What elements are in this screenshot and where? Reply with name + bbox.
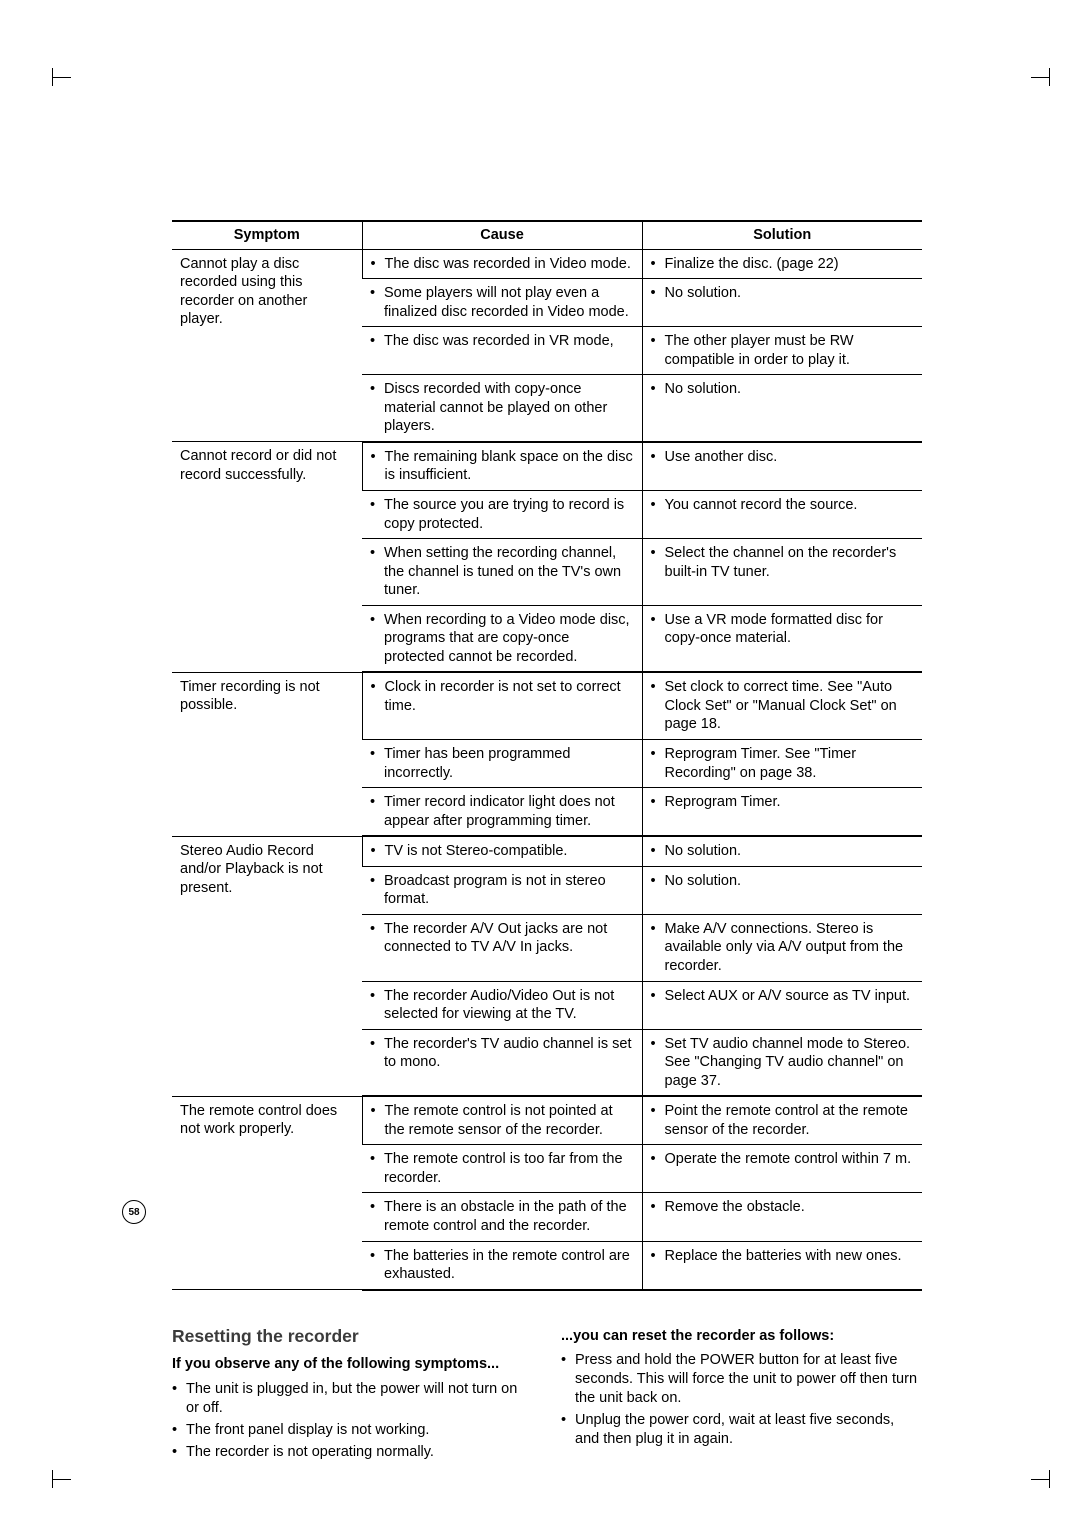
table-header-row: Symptom Cause Solution xyxy=(172,221,922,249)
cause-cell: •The recorder A/V Out jacks are not conn… xyxy=(362,914,642,981)
solution-cell: •Make A/V connections. Stereo is availab… xyxy=(642,914,922,981)
page-number: 58 xyxy=(122,1200,146,1224)
cause-cell: •The batteries in the remote control are… xyxy=(362,1241,642,1290)
cause-cell: •The disc was recorded in Video mode. xyxy=(362,249,642,279)
cause-cell: •Timer record indicator light does not a… xyxy=(362,788,642,837)
solution-cell: •Point the remote control at the remote … xyxy=(642,1096,922,1145)
cause-cell: •Broadcast program is not in stereo form… xyxy=(362,866,642,914)
cause-cell: •The recorder Audio/Video Out is not sel… xyxy=(362,981,642,1029)
list-item: •Press and hold the POWER button for at … xyxy=(561,1351,922,1408)
cause-cell: •The remote control is not pointed at th… xyxy=(362,1096,642,1145)
symptom-cell: Stereo Audio Record and/or Playback is n… xyxy=(172,836,362,1096)
solution-cell: •No solution. xyxy=(642,866,922,914)
solution-cell: •Remove the obstacle. xyxy=(642,1193,922,1241)
solution-cell: •Replace the batteries with new ones. xyxy=(642,1241,922,1290)
cause-cell: •When setting the recording channel, the… xyxy=(362,539,642,606)
cause-cell: •TV is not Stereo-compatible. xyxy=(362,836,642,866)
solution-cell: •Reprogram Timer. See "Timer Recording" … xyxy=(642,740,922,788)
reset-left-subtitle: If you observe any of the following symp… xyxy=(172,1355,533,1374)
table-row: Cannot play a disc recorded using this r… xyxy=(172,249,922,279)
solution-cell: •Use a VR mode formatted disc for copy-o… xyxy=(642,605,922,672)
header-cause: Cause xyxy=(362,221,642,249)
solution-cell: •No solution. xyxy=(642,375,922,442)
solution-cell: •The other player must be RW compatible … xyxy=(642,327,922,375)
table-row: Timer recording is not possible.•Clock i… xyxy=(172,672,922,739)
header-symptom: Symptom xyxy=(172,221,362,249)
reset-right-subtitle: ...you can reset the recorder as follows… xyxy=(561,1327,922,1346)
cause-cell: •Timer has been programmed incorrectly. xyxy=(362,740,642,788)
solution-cell: •Use another disc. xyxy=(642,442,922,491)
list-item: •Unplug the power cord, wait at least fi… xyxy=(561,1411,922,1449)
solution-cell: •Operate the remote control within 7 m. xyxy=(642,1145,922,1193)
cause-cell: •Clock in recorder is not set to correct… xyxy=(362,672,642,739)
solution-cell: •Set TV audio channel mode to Stereo. Se… xyxy=(642,1029,922,1096)
solution-cell: •Select AUX or A/V source as TV input. xyxy=(642,981,922,1029)
reset-title: Resetting the recorder xyxy=(172,1325,533,1348)
table-row: Stereo Audio Record and/or Playback is n… xyxy=(172,836,922,866)
reset-left-list: •The unit is plugged in, but the power w… xyxy=(172,1380,533,1461)
table-row: Cannot record or did not record successf… xyxy=(172,442,922,491)
solution-cell: •Select the channel on the recorder's bu… xyxy=(642,539,922,606)
solution-cell: •No solution. xyxy=(642,836,922,866)
list-item: •The unit is plugged in, but the power w… xyxy=(172,1380,533,1418)
symptom-cell: The remote control does not work properl… xyxy=(172,1096,362,1289)
reset-section: Resetting the recorder If you observe an… xyxy=(172,1325,922,1465)
cause-cell: •The recorder's TV audio channel is set … xyxy=(362,1029,642,1096)
troubleshooting-table: Symptom Cause Solution Cannot play a dis… xyxy=(172,220,922,1291)
header-solution: Solution xyxy=(642,221,922,249)
cause-cell: •There is an obstacle in the path of the… xyxy=(362,1193,642,1241)
list-item: •The recorder is not operating normally. xyxy=(172,1443,533,1462)
symptom-cell: Cannot play a disc recorded using this r… xyxy=(172,249,362,442)
cause-cell: •The remaining blank space on the disc i… xyxy=(362,442,642,491)
reset-right-column: ...you can reset the recorder as follows… xyxy=(561,1325,922,1465)
solution-cell: •Reprogram Timer. xyxy=(642,788,922,837)
solution-cell: •You cannot record the source. xyxy=(642,491,922,539)
solution-cell: •Set clock to correct time. See "Auto Cl… xyxy=(642,672,922,739)
solution-cell: •Finalize the disc. (page 22) xyxy=(642,249,922,279)
cause-cell: •When recording to a Video mode disc, pr… xyxy=(362,605,642,672)
solution-cell: •No solution. xyxy=(642,279,922,327)
cause-cell: •Discs recorded with copy-once material … xyxy=(362,375,642,442)
page-content: Symptom Cause Solution Cannot play a dis… xyxy=(172,220,922,1465)
crop-mark-bottom-right xyxy=(1032,1470,1050,1488)
cause-cell: •Some players will not play even a final… xyxy=(362,279,642,327)
reset-right-list: •Press and hold the POWER button for at … xyxy=(561,1351,922,1448)
reset-left-column: Resetting the recorder If you observe an… xyxy=(172,1325,533,1465)
symptom-cell: Timer recording is not possible. xyxy=(172,672,362,836)
symptom-cell: Cannot record or did not record successf… xyxy=(172,442,362,672)
list-item: •The front panel display is not working. xyxy=(172,1421,533,1440)
cause-cell: •The disc was recorded in VR mode, xyxy=(362,327,642,375)
crop-mark-top-right xyxy=(1032,68,1050,86)
cause-cell: •The source you are trying to record is … xyxy=(362,491,642,539)
crop-mark-top-left xyxy=(52,68,70,86)
crop-mark-bottom-left xyxy=(52,1470,70,1488)
cause-cell: •The remote control is too far from the … xyxy=(362,1145,642,1193)
table-row: The remote control does not work properl… xyxy=(172,1096,922,1145)
